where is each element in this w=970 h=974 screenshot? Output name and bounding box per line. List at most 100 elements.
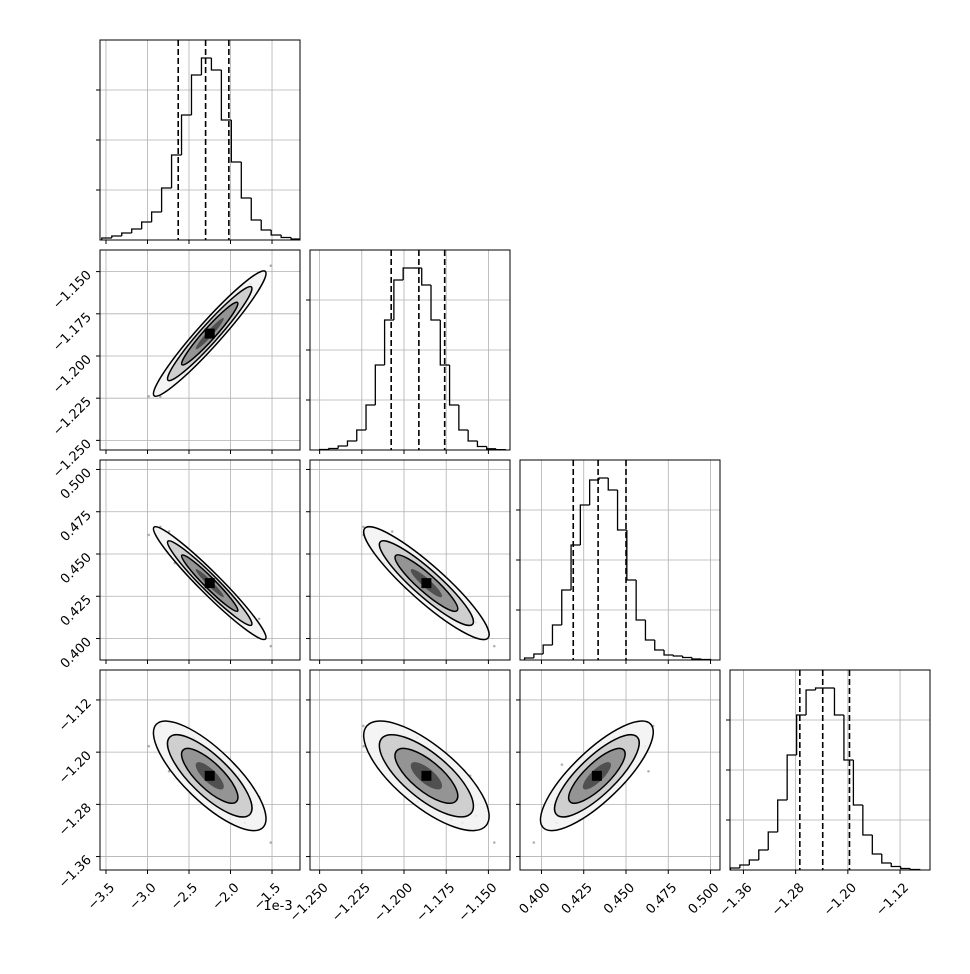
y-tick-label: 0.400: [58, 635, 95, 672]
y-tick-label: −1.20: [56, 748, 95, 787]
x-tick-label: −3.5: [85, 880, 118, 913]
sample-point: [362, 724, 365, 728]
hist-bin: [862, 805, 873, 836]
hist-bin: [439, 320, 450, 366]
hist-bin: [644, 620, 655, 641]
x-tick-label: 0.450: [601, 880, 638, 917]
sample-point: [532, 841, 536, 844]
panel-frame: [99, 39, 301, 241]
hist-bin: [150, 211, 162, 222]
sample-point: [560, 763, 564, 766]
hist-bin: [141, 221, 152, 229]
hist-bin: [328, 447, 339, 450]
hist-bin: [626, 530, 637, 581]
panel-frame: [309, 669, 511, 871]
y-tick-label: −1.175: [50, 310, 95, 355]
hist-bin: [230, 120, 242, 163]
offset-label: 1e-3: [263, 899, 292, 914]
density-peak: [591, 770, 602, 781]
hist-bin: [635, 580, 646, 621]
hist-bin: [170, 154, 182, 188]
x-tick-label: −1.12: [873, 880, 912, 919]
hist-bin: [337, 445, 348, 449]
panel-content: [100, 460, 300, 660]
hist-bin: [607, 478, 618, 491]
sample-point: [647, 769, 650, 773]
hist-bin: [346, 440, 357, 446]
density-peak: [421, 770, 432, 781]
hist-bin: [579, 504, 590, 545]
hist-bin: [356, 429, 367, 441]
y-tick-label: 0.475: [58, 508, 95, 545]
hist-bin: [871, 835, 882, 855]
hist-bin: [523, 657, 534, 660]
panel-frame: [99, 459, 301, 661]
panel-content: [100, 670, 300, 870]
hist-bin: [486, 446, 496, 450]
hist-bin: [220, 70, 232, 121]
density-peak: [421, 578, 432, 589]
hist-bin: [402, 267, 413, 280]
panel: −1.36 −1.28 −1.20 −1.12: [717, 669, 931, 919]
x-tick-label: −2.5: [168, 880, 201, 913]
panel-content: [310, 460, 510, 660]
sample-point: [269, 841, 273, 844]
x-tick-label: 0.500: [686, 880, 723, 917]
x-tick-label: −2.0: [210, 880, 243, 913]
hist-bin: [467, 430, 478, 442]
hist-bin: [561, 589, 572, 625]
x-tick-label: 0.425: [559, 880, 596, 917]
hist-bin: [190, 74, 202, 115]
hist-bin: [654, 640, 665, 651]
panel: −1.250−1.225−1.200−1.175−1.150: [50, 249, 301, 481]
sample-point: [362, 744, 365, 748]
panel-content: [520, 670, 720, 870]
hist-bin: [260, 220, 272, 231]
hist-bin: [374, 364, 385, 405]
hist-bin: [805, 689, 816, 715]
hist-bin: [833, 688, 844, 716]
hist-bin: [383, 319, 394, 365]
sample-point: [147, 533, 151, 537]
panel-frame: [519, 669, 721, 871]
panel: [306, 459, 511, 664]
hist-bin: [681, 656, 692, 659]
hist-bin: [365, 404, 376, 430]
hist-bin: [691, 657, 702, 660]
x-tick-label: 0.400: [517, 880, 554, 917]
x-tick-label: −1.250: [287, 880, 332, 925]
hist-bin: [542, 644, 553, 654]
sample-point: [493, 841, 496, 844]
hist-bin: [767, 831, 778, 850]
panel: [516, 459, 721, 664]
panel: −3.5 −3.0 −2.5 −2.0 −1.5−1.36−1.28−1.20−1.12: [56, 669, 301, 913]
hist-bin: [589, 479, 599, 505]
y-tick-label: −1.150: [50, 268, 95, 313]
x-tick-label: −3.0: [127, 880, 160, 913]
hist-bin: [777, 799, 788, 832]
hist-bin: [570, 544, 581, 590]
hist-bin: [900, 866, 911, 870]
panel-frame: [99, 669, 301, 871]
panel-frame: [309, 249, 511, 451]
y-tick-label: −1.225: [50, 394, 95, 439]
hist-bin: [476, 441, 487, 448]
y-tick-label: 0.450: [58, 550, 95, 587]
hist-bin: [270, 230, 282, 236]
panel-content: [730, 670, 930, 870]
hist-bin: [748, 859, 759, 865]
hist-bin: [598, 477, 609, 480]
hist-bin: [448, 365, 459, 406]
panel-content: [310, 250, 510, 450]
sample-point: [147, 744, 151, 748]
hist-bin: [210, 58, 222, 71]
panel-content: [310, 670, 510, 870]
panel: [306, 249, 511, 454]
hist-bin: [551, 624, 562, 645]
sample-point: [269, 264, 273, 267]
x-tick-label: −1.225: [329, 880, 374, 925]
sample-point: [362, 525, 365, 529]
sample-point: [257, 617, 261, 621]
density-peak: [204, 770, 215, 781]
